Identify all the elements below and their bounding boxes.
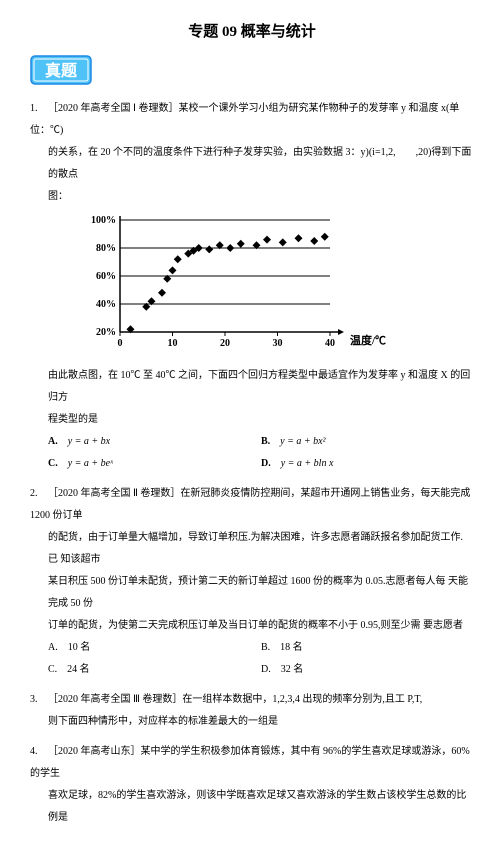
svg-text:40%: 40% <box>96 299 116 310</box>
q4-body-0: 喜欢足球，82%的学生喜欢游泳，则该中学既喜欢足球又喜欢游泳的学生数占该校学生总… <box>30 785 474 829</box>
q4-num: 4. <box>30 741 48 763</box>
q2-num: 2. <box>30 483 48 505</box>
page-title: 专题 09 概率与统计 <box>30 20 474 41</box>
q2-opt-a: A. 10 名 <box>48 637 261 659</box>
scatter-chart: 20% 40% 60% 80% 100% 0 10 20 30 40 温度/℃ <box>80 212 474 361</box>
q2-head: ［2020 年高考全国 Ⅱ 卷理数］在新冠肺炎疫情防控期间，某超市开通网上销售业… <box>30 488 470 521</box>
svg-text:温度/℃: 温度/℃ <box>350 333 386 347</box>
q1-after1: 由此散点图，在 10℃ 至 40℃ 之间，下面四个回归方程类型中最适宜作为发芽率… <box>30 365 474 409</box>
question-1: 1.［2020 年高考全国 Ⅰ 卷理数］某校一个课外学习小组为研究某作物种子的发… <box>30 98 474 475</box>
q1-head: ［2020 年高考全国 Ⅰ 卷理数］某校一个课外学习小组为研究某作物种子的发芽率… <box>30 103 459 136</box>
svg-text:40: 40 <box>325 338 335 349</box>
q1-after2: 程类型的是 <box>30 409 474 431</box>
q1-opt-d: D. y = a + bln x <box>261 453 474 475</box>
q1-num: 1. <box>30 98 48 120</box>
badge-text: 真题 <box>45 61 78 80</box>
q1-options: A. y = a + bx B. y = a + bx² C. y = a + … <box>30 431 474 475</box>
question-4: 4.［2020 年高考山东］某中学的学生积极参加体育锻炼，其中有 96%的学生喜… <box>30 741 474 829</box>
q3-num: 3. <box>30 689 48 711</box>
q3-head: ［2020 年高考全国 Ⅲ 卷理数］在一组样本数据中，1,2,3,4 出现的频率… <box>48 694 422 705</box>
q3-body-0: 则下面四种情形中，对应样本的标准差最大的一组是 <box>30 711 474 733</box>
q4-head: ［2020 年高考山东］某中学的学生积极参加体育锻炼，其中有 96%的学生喜欢足… <box>30 746 470 779</box>
question-3: 3.［2020 年高考全国 Ⅲ 卷理数］在一组样本数据中，1,2,3,4 出现的… <box>30 689 474 733</box>
svg-text:20: 20 <box>220 338 230 349</box>
q1-opt-c: C. y = a + beˣ <box>48 453 261 475</box>
q1-opt-b: B. y = a + bx² <box>261 431 474 453</box>
q2-opt-b: B. 18 名 <box>261 637 474 659</box>
svg-text:100%: 100% <box>91 215 116 226</box>
badge-icon: 真题 <box>30 55 92 85</box>
q1-body1: 的关系，在 20 个不同的温度条件下进行种子发芽实验，由实验数据 3：y)(i=… <box>30 142 474 186</box>
svg-text:10: 10 <box>168 338 178 349</box>
q2-body-1: 某日积压 500 份订单未配货，预计第二天的新订单超过 1600 份的概率为 0… <box>30 571 474 615</box>
q2-opt-d: D. 32 名 <box>261 659 474 681</box>
svg-text:60%: 60% <box>96 271 116 282</box>
q1-opt-a: A. y = a + bx <box>48 431 261 453</box>
q2-options: A. 10 名 B. 18 名 C. 24 名 D. 32 名 <box>30 637 474 681</box>
q2-opt-c: C. 24 名 <box>48 659 261 681</box>
chart-svg: 20% 40% 60% 80% 100% 0 10 20 30 40 温度/℃ <box>80 212 390 352</box>
svg-text:80%: 80% <box>96 243 116 254</box>
q1-body2: 图： <box>30 186 474 208</box>
question-2: 2.［2020 年高考全国 Ⅱ 卷理数］在新冠肺炎疫情防控期间，某超市开通网上销… <box>30 483 474 681</box>
q2-body-2: 订单的配货，为使第二天完成积压订单及当日订单的配货的概率不小于 0.95,则至少… <box>30 615 474 637</box>
badge: 真题 <box>30 55 474 88</box>
svg-text:30: 30 <box>273 338 283 349</box>
q2-body-0: 的配货，由于订单量大幅增加，导致订单积压.为解决困难，许多志愿者踊跃报名参加配货… <box>30 527 474 571</box>
svg-text:20%: 20% <box>96 327 116 338</box>
svg-text:0: 0 <box>118 338 123 349</box>
